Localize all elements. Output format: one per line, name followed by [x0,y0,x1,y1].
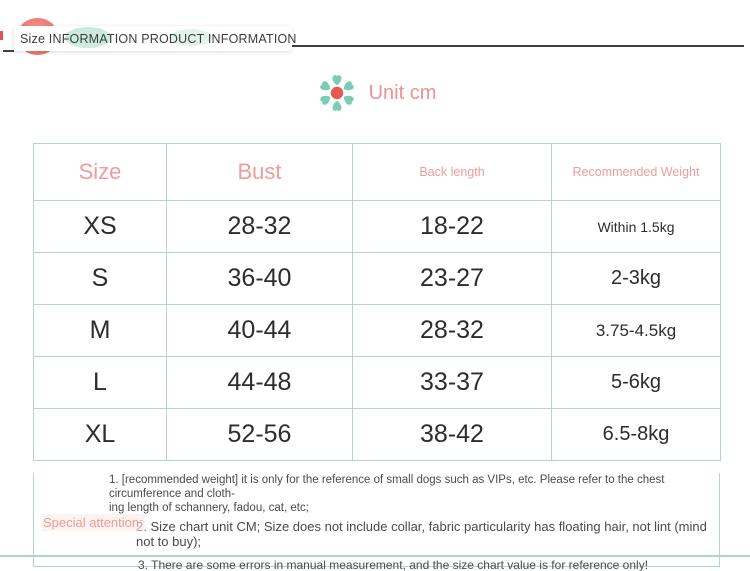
weight-cell: 2-3kg [551,252,721,305]
back-cell: 28-32 [352,304,552,357]
size-cell: L [33,356,167,409]
table-row: M 40-44 28-32 3.75-4.5kg [33,304,721,357]
column-header-bust: Bust [166,143,353,201]
special-attention-box: Special attention: 1. [recommended weigh… [33,473,720,571]
bust-cell: 36-40 [166,252,353,305]
table-row: XL 52-56 38-42 6.5-8kg [33,408,721,461]
size-cell: S [33,252,167,305]
weight-cell: 6.5-8kg [551,408,721,461]
teal-highlight-decoration [170,29,212,46]
note-1-line-2: ing length of schannery, fadou, cat, etc… [109,502,309,514]
flower-icon [319,75,354,111]
size-cell: M [33,304,167,357]
back-cell: 23-27 [352,252,552,305]
back-cell: 18-22 [352,200,552,253]
left-edge-accent-mark [0,31,3,40]
back-cell: 33-37 [352,356,552,409]
weight-cell: 5-6kg [551,356,721,409]
section-header: Size INFORMATION PRODUCT INFORMATION [14,26,296,51]
size-chart-panel: Size Bust Back length Recommended Weight… [33,143,721,571]
weight-cell: 3.75-4.5kg [551,304,721,357]
weight-cell: Within 1.5kg [551,200,721,253]
size-cell: XL [33,408,167,461]
teal-highlight-decoration [65,27,111,48]
note-2: 2. Size chart unit CM; Size does not inc… [136,519,707,549]
unit-label: Unit cm [368,81,437,104]
note-3: 3. There are some errors in manual measu… [138,558,649,571]
bust-cell: 28-32 [166,200,353,253]
table-header-row: Size Bust Back length Recommended Weight [33,143,721,201]
bust-cell: 40-44 [166,304,353,357]
bust-cell: 52-56 [166,408,353,461]
column-header-back-length: Back length [352,143,552,201]
column-header-weight: Recommended Weight [551,143,721,201]
header-underline-left-segment [3,50,14,52]
size-chart-table: Size Bust Back length Recommended Weight… [33,143,721,461]
special-attention-label: Special attention: [41,514,145,531]
table-row: S 36-40 23-27 2-3kg [33,252,721,305]
bottom-divider [0,555,750,557]
table-row: L 44-48 33-37 5-6kg [33,356,721,409]
bust-cell: 44-48 [166,356,353,409]
size-cell: XS [33,200,167,253]
section-header-title: Size INFORMATION PRODUCT INFORMATION [20,31,297,46]
note-1: 1. [recommended weight] it is only for t… [109,473,711,515]
column-header-size: Size [33,143,167,201]
back-cell: 38-42 [352,408,552,461]
table-row: XS 28-32 18-22 Within 1.5kg [33,200,721,253]
unit-row: Unit cm [0,70,750,116]
note-1-line-1: 1. [recommended weight] it is only for t… [109,474,665,500]
header-underline [292,45,744,47]
